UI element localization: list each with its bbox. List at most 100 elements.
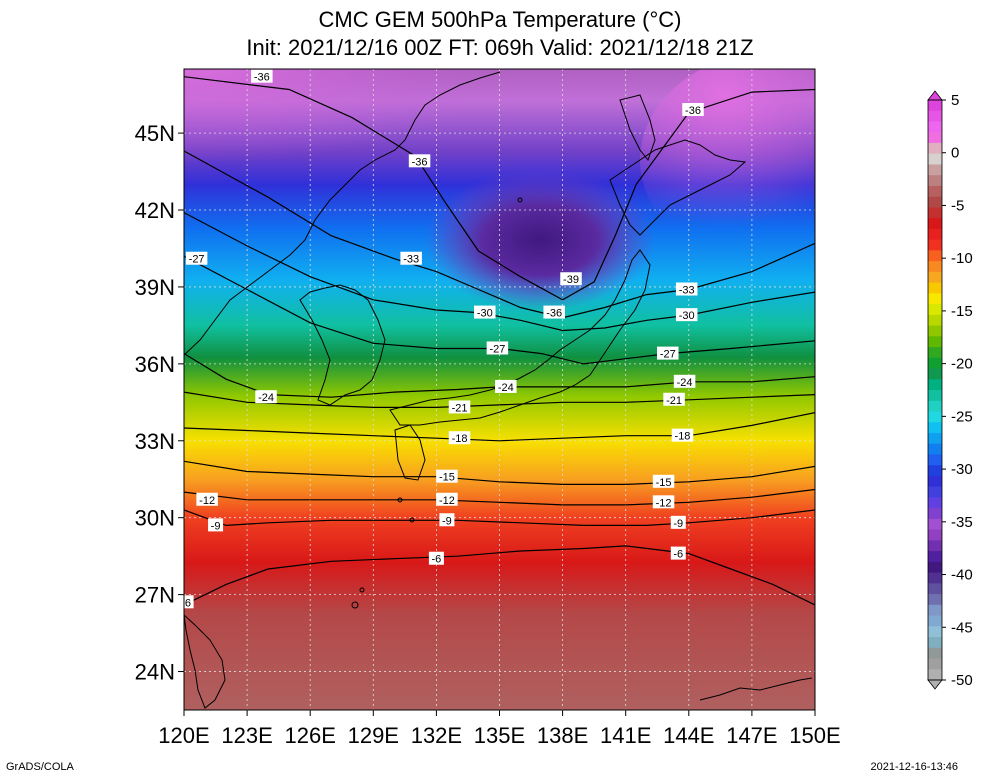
colorbar-swatch: [928, 325, 942, 337]
colorbar-swatch: [928, 486, 942, 498]
isotherm-label: -6: [184, 595, 194, 609]
svg-text:-33: -33: [679, 285, 695, 297]
isotherm-line: [184, 509, 815, 527]
colorbar-swatch: [928, 218, 942, 230]
svg-text:-15: -15: [439, 472, 455, 484]
isotherm-line: [184, 460, 815, 485]
lat-tick-label: 24N: [135, 660, 175, 685]
isotherm-label: -30: [675, 308, 698, 322]
colorbar-swatch: [928, 669, 942, 681]
isotherm-label: -24: [673, 374, 696, 389]
lat-tick-label: 42N: [135, 198, 175, 223]
colorbar-swatch: [928, 185, 942, 198]
svg-text:-30: -30: [477, 308, 493, 320]
lat-tick-label: 33N: [135, 429, 175, 454]
isotherm-label: -30: [474, 305, 496, 320]
colorbar-swatch: [928, 422, 942, 434]
latitude-axis: 45N 42N 39N 36N 33N 30N 27N 24N: [135, 121, 184, 685]
isotherm-line: [184, 488, 815, 506]
colorbar-swatch: [928, 626, 942, 638]
lon-tick-label: 138E: [537, 723, 588, 748]
svg-text:-33: -33: [403, 254, 419, 266]
colorbar-swatch: [928, 443, 942, 455]
svg-text:-18: -18: [675, 431, 691, 443]
colorbar-swatch: [928, 658, 942, 670]
colorbar-swatch: [928, 100, 942, 112]
isotherm-label: -27: [657, 346, 679, 361]
colorbar-swatch: [928, 121, 942, 133]
lat-tick-label: 39N: [135, 275, 175, 300]
svg-text:-27: -27: [489, 343, 505, 355]
svg-text:-12: -12: [439, 495, 455, 507]
isotherm-line: [184, 391, 815, 408]
colorbar-frame: [927, 99, 943, 681]
isotherm-label: -33: [400, 251, 422, 266]
colorbar-swatch: [928, 508, 942, 520]
colorbar-swatch: [928, 390, 942, 402]
lat-tick-label: 36N: [135, 352, 175, 377]
svg-text:-9: -9: [442, 515, 452, 527]
colorbar-swatch: [928, 454, 942, 466]
colorbar-swatch: [928, 637, 942, 649]
svg-text:-24: -24: [677, 377, 693, 389]
colorbar-label: -5: [951, 197, 964, 214]
colorbar-swatch: [928, 110, 942, 122]
svg-text:-12: -12: [199, 495, 215, 507]
colorbar-label: 5: [951, 92, 959, 109]
footer-timestamp: 2021-12-16-13:46: [870, 761, 958, 773]
colorbar-swatch: [928, 518, 942, 531]
colorbar-label: -40: [951, 567, 973, 584]
pink-cap-east: [640, 69, 815, 270]
isotherm-label: -15: [436, 469, 458, 484]
svg-text:-12: -12: [656, 497, 672, 509]
svg-text:-36: -36: [685, 105, 701, 117]
colorbar-swatch: [928, 400, 942, 412]
svg-text:-36: -36: [412, 156, 428, 168]
isotherm-label: -36: [682, 103, 704, 117]
isotherm-label: -33: [675, 282, 698, 297]
colorbar-label: -15: [951, 303, 973, 320]
lat-tick-label: 30N: [135, 506, 175, 531]
isotherm-label: -36: [543, 305, 565, 320]
colorbar-swatch: [928, 583, 942, 595]
colorbar-swatch: [928, 551, 942, 563]
colorbar-swatch: [928, 432, 942, 445]
isotherm-label: -12: [436, 492, 458, 507]
lon-tick-label: 123E: [221, 723, 272, 748]
colorbar-swatch: [928, 540, 942, 552]
colorbar-swatch: [928, 572, 942, 584]
colorbar-swatch: [928, 271, 942, 284]
lon-tick-label: 126E: [285, 723, 336, 748]
isotherm-label: -36: [251, 69, 273, 84]
svg-text:-39: -39: [563, 274, 579, 286]
colorbar-swatch: [928, 336, 942, 348]
lon-tick-label: 150E: [789, 723, 840, 748]
colorbar-swatch: [928, 293, 942, 305]
colorbar-swatch: [928, 142, 942, 155]
isotherm-label: -21: [448, 400, 471, 414]
isotherm-label: -9: [670, 515, 686, 530]
colorbar-swatch: [928, 647, 942, 660]
colorbar-swatch: [928, 594, 942, 606]
colorbar-label: -20: [951, 356, 973, 373]
colorbar-swatch: [928, 475, 942, 488]
isotherm-label: -6: [670, 546, 686, 561]
isotherm-label: -15: [652, 474, 675, 489]
isotherm-label: -9: [208, 518, 224, 532]
isotherm-label: -24: [495, 379, 517, 394]
isotherm-line: [184, 412, 815, 442]
isotherm-line: [184, 76, 815, 301]
colorbar-label: -30: [951, 461, 973, 478]
colorbar-swatch: [928, 153, 942, 165]
longitude-axis: 120E 123E 126E 129E 132E 135E 138E 141E 144E 147E…: [158, 710, 841, 748]
isotherm-label: -18: [671, 428, 694, 443]
colorbar-swatch: [928, 282, 942, 294]
svg-text:-6: -6: [673, 549, 683, 561]
footer-credit: GrADS/COLA: [6, 761, 74, 773]
colorbar-swatch: [928, 261, 942, 273]
colorbar-swatch: [928, 207, 942, 219]
isotherm-label: -6: [428, 551, 444, 566]
colorbar-swatch: [928, 132, 942, 144]
svg-text:-9: -9: [673, 518, 683, 530]
isotherm-label: -27: [486, 341, 509, 355]
